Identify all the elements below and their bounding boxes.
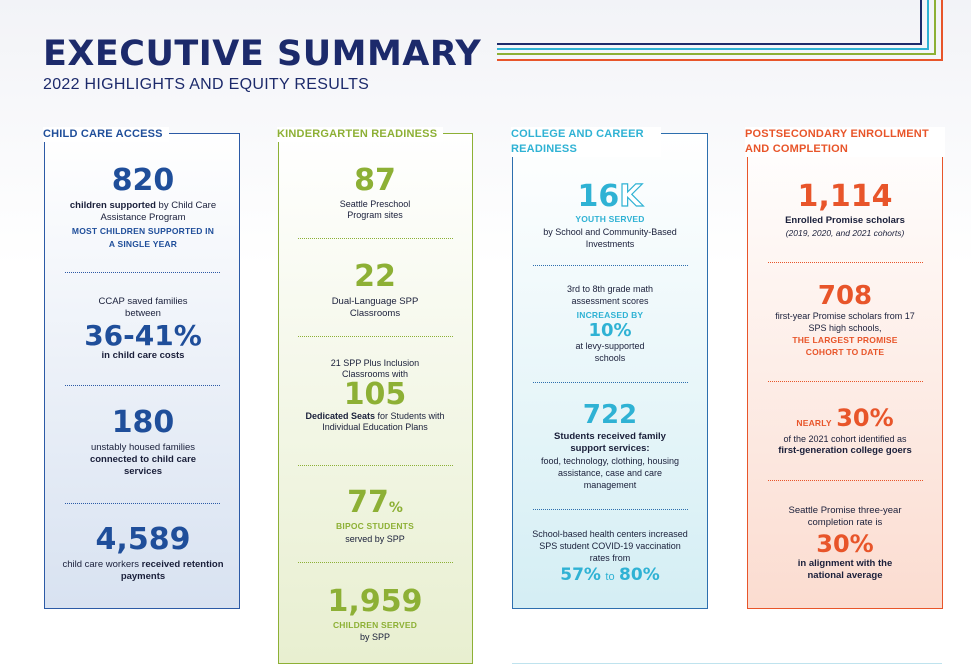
stat-text-post: at levy-supported schools bbox=[575, 341, 645, 363]
stat-text: child care workers bbox=[62, 559, 142, 570]
child-care-panel bbox=[44, 133, 240, 609]
stat-number: 30% bbox=[816, 530, 874, 558]
college-heading: COLLEGE AND CAREER READINESS bbox=[511, 127, 661, 157]
child-care-heading: CHILD CARE ACCESS bbox=[43, 127, 169, 142]
stat-text-italic: (2019, 2020, and 2021 cohorts) bbox=[785, 228, 905, 238]
college-stat-2: 3rd to 8th grade math assessment scores … bbox=[525, 283, 695, 364]
stat-caption: BIPOC STUDENTS bbox=[336, 521, 414, 531]
stat-number: 722 bbox=[582, 400, 638, 430]
stat-caption: THE LARGEST PROMISE COHORT TO DATE bbox=[792, 335, 898, 357]
stat-text: by School and Community-Based Investment… bbox=[543, 227, 677, 249]
kindergarten-stat-4: 77% BIPOC STUDENTS served by SPP bbox=[290, 488, 460, 545]
divider bbox=[298, 238, 453, 239]
college-stat-3: 722 Students received family support ser… bbox=[525, 402, 695, 491]
kindergarten-panel bbox=[278, 133, 473, 664]
postsecondary-stat-2: 708 first-year Promise scholars from 17 … bbox=[760, 283, 930, 358]
college-panel bbox=[512, 133, 708, 609]
stat-text: unstably housed families bbox=[90, 442, 196, 453]
postsecondary-stat-3: NEARLY 30% of the 2021 cohort identified… bbox=[760, 406, 930, 457]
stat-caption: INCREASED BY bbox=[576, 310, 644, 320]
kindergarten-stat-3: 21 SPP Plus Inclusion Classrooms with 10… bbox=[290, 358, 460, 433]
stat-text: served by SPP bbox=[345, 534, 405, 544]
kindergarten-heading: KINDERGARTEN READINESS bbox=[277, 127, 444, 142]
stat-number: 30% bbox=[836, 404, 894, 432]
stat-number: 1,114 bbox=[797, 179, 893, 214]
stat-number: 708 bbox=[817, 281, 873, 311]
stat-text-bold: in alignment with the national average bbox=[797, 558, 893, 581]
stat-text: by SPP bbox=[359, 632, 390, 642]
college-stat-1: 16K YOUTH SERVED by School and Community… bbox=[525, 179, 695, 250]
stat-from: 57% bbox=[560, 565, 601, 585]
stat-prefix: NEARLY bbox=[796, 418, 832, 428]
divider bbox=[298, 465, 453, 466]
child-care-stat-2: CCAP saved families between 36-41% in ch… bbox=[60, 296, 226, 362]
divider bbox=[65, 385, 220, 386]
stat-text: 21 SPP Plus Inclusion Classrooms with bbox=[330, 358, 420, 379]
stat-bold: children supported bbox=[69, 200, 156, 211]
postsecondary-stat-4: Seattle Promise three-year completion ra… bbox=[760, 505, 930, 582]
stat-suffix: K bbox=[619, 179, 643, 214]
page-title: EXECUTIVE SUMMARY bbox=[43, 34, 482, 74]
divider bbox=[298, 336, 453, 337]
stat-suffix: % bbox=[388, 500, 403, 516]
divider bbox=[533, 382, 688, 383]
kindergarten-stat-2: 22 Dual-Language SPP Classrooms bbox=[290, 262, 460, 320]
stat-number: 22 bbox=[354, 259, 396, 294]
stat-text: 3rd to 8th grade math assessment scores bbox=[566, 284, 654, 306]
divider bbox=[298, 562, 453, 563]
stat-text-bold: first-generation college goers bbox=[778, 445, 912, 456]
divider bbox=[768, 262, 923, 263]
stat-text-bold: Enrolled Promise scholars bbox=[785, 215, 905, 226]
divider bbox=[65, 272, 220, 273]
page-subtitle: 2022 HIGHLIGHTS AND EQUITY RESULTS bbox=[43, 76, 370, 93]
stat-text: Seattle Preschool Program sites bbox=[339, 199, 411, 220]
stat-text: by Child Care Assistance Program bbox=[100, 200, 217, 223]
decorative-stripes bbox=[497, 0, 943, 61]
stat-to: 80% bbox=[619, 565, 660, 585]
stat-number: 105 bbox=[343, 377, 407, 412]
stat-text-rest: for Students with Individual Education P… bbox=[322, 411, 445, 432]
stat-bold: Dedicated Seats bbox=[305, 411, 375, 421]
stat-caption: CHILDREN SERVED bbox=[332, 620, 418, 630]
stat-text: food, technology, clothing, housing assi… bbox=[541, 456, 679, 490]
stat-number: 16 bbox=[577, 179, 620, 214]
stat-number: 4,589 bbox=[95, 522, 191, 557]
stat-text-bold: Students received family support service… bbox=[554, 431, 666, 454]
stat-number: 1,959 bbox=[327, 584, 423, 619]
stat-number: 820 bbox=[111, 163, 175, 198]
stat-text: CCAP saved families between bbox=[98, 296, 188, 319]
stat-text: Dual-Language SPP Classrooms bbox=[331, 296, 419, 319]
stat-number: 10% bbox=[588, 320, 632, 341]
stat-number: 180 bbox=[111, 405, 175, 440]
kindergarten-stat-1: 87 Seattle Preschool Program sites bbox=[290, 166, 460, 221]
postsecondary-stat-1: 1,114 Enrolled Promise scholars (2019, 2… bbox=[760, 182, 930, 239]
college-stat-4: School-based health centers increased SP… bbox=[525, 528, 695, 585]
stat-text-bold: in child care costs bbox=[101, 350, 185, 361]
divider bbox=[65, 503, 220, 504]
stat-caption: YOUTH SERVED bbox=[575, 214, 645, 224]
stat-text: Seattle Promise three-year completion ra… bbox=[788, 505, 902, 528]
stat-bold: received retention payments bbox=[120, 559, 224, 582]
child-care-stat-1: 820 children supported by Child Care Ass… bbox=[60, 166, 226, 251]
postsecondary-heading: POSTSECONDARY ENROLLMENT AND COMPLETION bbox=[745, 127, 945, 157]
divider bbox=[533, 265, 688, 266]
divider bbox=[768, 381, 923, 382]
child-care-stat-3: 180 unstably housed families connected t… bbox=[60, 408, 226, 478]
stat-text: School-based health centers increased SP… bbox=[532, 529, 688, 563]
divider bbox=[533, 509, 688, 510]
postsecondary-panel bbox=[747, 133, 943, 609]
divider bbox=[768, 480, 923, 481]
stat-text: first-year Promise scholars from 17 SPS … bbox=[775, 311, 915, 333]
stat-number: 36-41% bbox=[84, 319, 202, 352]
stat-caption: MOST CHILDREN SUPPORTED IN A SINGLE YEAR bbox=[71, 226, 215, 249]
bottom-rule bbox=[512, 663, 942, 664]
stat-number: 87 bbox=[354, 163, 396, 198]
stat-bold: connected to child care services bbox=[89, 454, 197, 477]
stat-number: 77 bbox=[347, 485, 389, 520]
child-care-stat-4: 4,589 child care workers received retent… bbox=[60, 525, 226, 583]
stat-to-word: to bbox=[605, 571, 615, 583]
kindergarten-stat-5: 1,959 CHILDREN SERVED by SPP bbox=[290, 584, 460, 643]
stat-text: of the 2021 cohort identified as bbox=[783, 434, 907, 444]
